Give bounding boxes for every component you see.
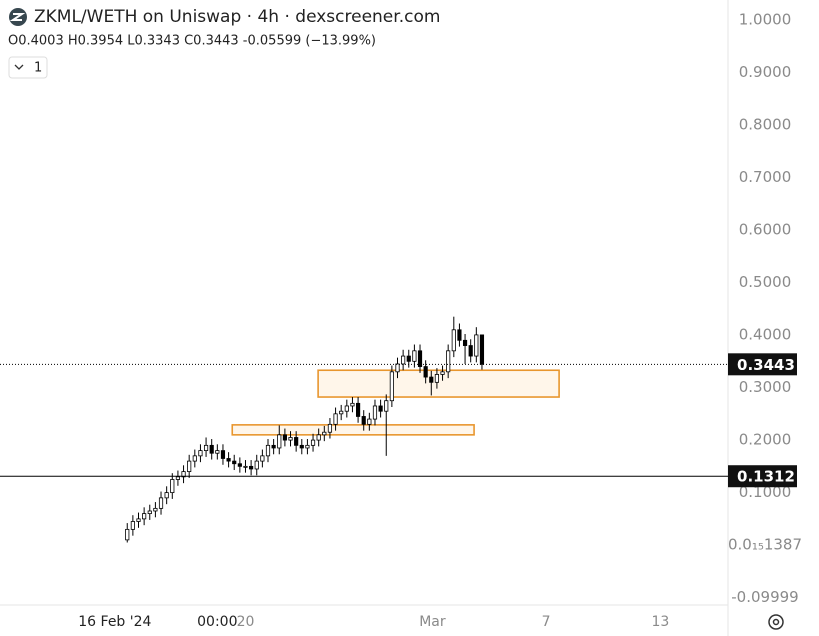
x-tick-label: 20 xyxy=(237,614,255,630)
candle-body xyxy=(451,329,456,352)
candle-body xyxy=(237,463,242,467)
candle-body xyxy=(429,376,434,383)
price-label-box xyxy=(728,353,797,376)
price-label: 0.3443 xyxy=(737,356,795,374)
logo-mark xyxy=(9,13,26,21)
candle-body xyxy=(226,458,231,462)
candle-body xyxy=(232,460,237,465)
price-label: 0.1312 xyxy=(737,468,795,486)
candle-body xyxy=(479,334,485,365)
candle-body xyxy=(142,513,147,520)
candle-body xyxy=(417,350,423,367)
candle-body xyxy=(175,476,181,480)
candle-body xyxy=(322,431,327,436)
candle-body xyxy=(130,521,135,530)
candle-body xyxy=(181,471,186,478)
candle-body xyxy=(327,423,333,433)
candle-body xyxy=(288,437,293,441)
candle-body xyxy=(277,434,282,449)
candle-body xyxy=(220,450,226,459)
y-tick-label: 0.1000 xyxy=(739,483,792,501)
x-tick-label: 13 xyxy=(652,614,670,630)
candle-body xyxy=(423,366,428,378)
candle-body xyxy=(310,439,316,446)
candle-body xyxy=(153,507,158,512)
candle-body xyxy=(474,334,479,357)
y-tick-label: 0.6000 xyxy=(739,221,792,239)
y-tick-label: 0.9000 xyxy=(739,63,792,81)
y-tick-label: 0.0₁₅1387 xyxy=(728,536,802,554)
candle-body xyxy=(136,518,141,522)
settings-icon-inner xyxy=(772,618,780,626)
candle-body xyxy=(147,510,152,515)
zone xyxy=(231,424,475,436)
candle-body xyxy=(260,455,265,462)
candle-body xyxy=(446,350,451,373)
candle-body xyxy=(339,410,344,415)
x-tick-label: 7 xyxy=(542,614,551,630)
candle-body xyxy=(406,355,411,362)
interval-button-label[interactable]: 1 xyxy=(34,61,42,76)
y-tick-label: 0.7000 xyxy=(739,168,792,186)
candle-body xyxy=(389,371,394,402)
price-label-box xyxy=(728,465,797,488)
candle-body xyxy=(158,497,164,509)
candle-body xyxy=(350,402,355,407)
candle-body xyxy=(468,345,473,357)
y-tick-label: 0.3000 xyxy=(739,378,792,396)
candle-body xyxy=(401,355,406,365)
candle-body xyxy=(434,374,440,383)
candle-body xyxy=(355,402,361,417)
candle-body xyxy=(361,416,366,425)
interval-button[interactable] xyxy=(8,56,48,79)
candle-body xyxy=(457,329,462,341)
candle-body xyxy=(294,437,299,446)
y-tick-label: 0.5000 xyxy=(739,273,792,291)
candle-body xyxy=(333,413,338,425)
y-tick-label: 0.2000 xyxy=(739,431,792,449)
candle-body xyxy=(378,405,383,412)
plot xyxy=(125,316,560,543)
candle-body xyxy=(305,444,310,449)
candle-body xyxy=(203,444,209,451)
candle-body xyxy=(282,434,287,441)
x-tick-label: Mar xyxy=(419,614,446,630)
candle-body xyxy=(271,444,276,449)
candle-body xyxy=(462,339,468,346)
candle-body xyxy=(395,363,400,373)
candle-body xyxy=(198,450,203,457)
x-tick-label: 00:00 xyxy=(197,614,237,630)
candle-body xyxy=(209,444,214,454)
candle-body xyxy=(187,460,192,473)
candle-body xyxy=(164,492,169,499)
candle-body xyxy=(316,434,321,441)
candle-body xyxy=(440,371,445,375)
ohlc-legend: O0.4003 H0.3954 L0.3343 C0.3443 -0.05599… xyxy=(8,34,376,49)
candle-body xyxy=(372,405,378,420)
chart-title: ZKML/WETH on Uniswap · 4h · dexscreener.… xyxy=(34,7,440,27)
candle-body xyxy=(125,528,130,541)
candle-body xyxy=(384,400,389,412)
chevron-icon xyxy=(14,64,24,70)
settings-icon[interactable] xyxy=(768,614,784,630)
candle-body xyxy=(254,460,259,470)
y-tick-label: -0.09999 xyxy=(731,588,798,606)
x-tick-label: 16 Feb '24 xyxy=(78,614,151,630)
y-tick-label: 1.0000 xyxy=(739,10,792,28)
candle-body xyxy=(412,350,417,362)
candle-body xyxy=(344,405,349,412)
candle-body xyxy=(249,465,254,470)
candle-body xyxy=(367,418,372,425)
candle-body xyxy=(265,444,271,457)
y-tick-label: 0.4000 xyxy=(739,326,792,344)
candle-body xyxy=(192,455,197,462)
candle-body xyxy=(215,450,220,454)
candle-body xyxy=(299,444,304,449)
candle-body xyxy=(243,465,248,468)
candle-body xyxy=(170,479,175,494)
y-tick-label: 0.8000 xyxy=(739,115,792,133)
